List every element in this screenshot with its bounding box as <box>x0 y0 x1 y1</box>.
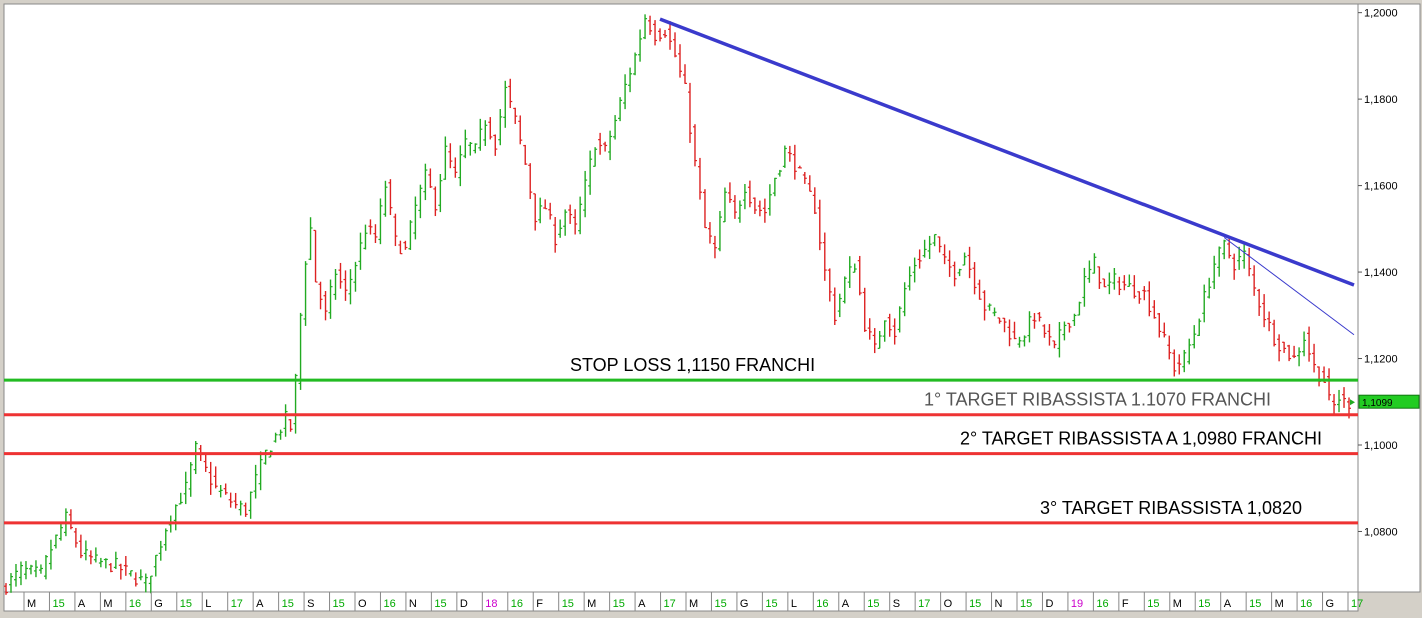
level-label: 1° TARGET RIBASSISTA 1.1070 FRANCHI <box>924 390 1271 410</box>
x-tick-label: 15 <box>1020 598 1032 610</box>
x-tick-label: A <box>78 598 86 610</box>
y-tick-label: 1,1000 <box>1364 440 1398 452</box>
x-tick-label: G <box>1326 598 1335 610</box>
y-tick-label: 1,2000 <box>1364 8 1398 20</box>
x-tick-label: 16 <box>129 598 141 610</box>
x-tick-label: A <box>842 598 850 610</box>
level-label: 3° TARGET RIBASSISTA 1,0820 <box>1040 498 1302 518</box>
x-tick-label: A <box>256 598 264 610</box>
x-tick-label: 15 <box>613 598 625 610</box>
x-tick-label: M <box>1275 598 1284 610</box>
x-tick-label: 15 <box>765 598 777 610</box>
current-price-box <box>1358 394 1420 409</box>
current-price-arrow <box>1350 399 1355 406</box>
x-tick-label: 16 <box>511 598 523 610</box>
x-tick-label: 15 <box>434 598 446 610</box>
x-tick-label: 17 <box>1351 598 1363 610</box>
level-lines: STOP LOSS 1,1150 FRANCHI 1° TARGET RIBASS… <box>4 355 1358 525</box>
x-tick-label: 15 <box>867 598 879 610</box>
x-tick-label: 15 <box>282 598 294 610</box>
x-tick-label: N <box>409 598 417 610</box>
level-label: 2° TARGET RIBASSISTA A 1,0980 FRANCHI <box>960 429 1322 449</box>
x-tick-label: 15 <box>562 598 574 610</box>
y-tick-label: 1,0800 <box>1364 526 1398 538</box>
x-tick-label: D <box>460 598 468 610</box>
x-tick-label: S <box>893 598 900 610</box>
x-tick-label: F <box>536 598 543 610</box>
y-tick-label: 1,1200 <box>1364 354 1398 366</box>
price-axis-panel <box>1357 3 1421 593</box>
x-tick-label: M <box>27 598 36 610</box>
x-tick-label: L <box>205 598 211 610</box>
x-tick-label: 19 <box>1071 598 1083 610</box>
date-axis-panel <box>3 591 1359 612</box>
x-tick-label: 16 <box>1300 598 1312 610</box>
x-tick-label: 15 <box>1249 598 1261 610</box>
y-tick-label: 1,1600 <box>1364 181 1398 193</box>
x-tick-label: F <box>1122 598 1129 610</box>
x-tick-label: A <box>1224 598 1232 610</box>
x-tick-label: 15 <box>1198 598 1210 610</box>
x-tick-label: 16 <box>1096 598 1108 610</box>
x-tick-label: S <box>307 598 314 610</box>
y-tick-label: 1,1400 <box>1364 267 1398 279</box>
x-tick-label: 15 <box>1147 598 1159 610</box>
trendline <box>659 17 1355 287</box>
x-tick-label: N <box>995 598 1003 610</box>
x-tick-label: O <box>944 598 953 610</box>
current-price-label: 1,1099 <box>1362 398 1393 409</box>
x-tick-label: 16 <box>816 598 828 610</box>
x-tick-label: M <box>103 598 112 610</box>
x-tick-label: 15 <box>714 598 726 610</box>
x-tick-label: 15 <box>52 598 64 610</box>
x-tick-label: 15 <box>333 598 345 610</box>
x-tick-label: D <box>1045 598 1053 610</box>
x-tick-label: G <box>154 598 163 610</box>
candles <box>4 14 1352 595</box>
x-tick-label: 17 <box>231 598 243 610</box>
plot-area <box>3 3 1359 593</box>
x-tick-label: 16 <box>383 598 395 610</box>
x-tick-label: O <box>358 598 367 610</box>
x-tick-label: 15 <box>969 598 981 610</box>
x-tick-label: G <box>740 598 749 610</box>
trendline <box>1223 237 1355 336</box>
x-tick-label: M <box>689 598 698 610</box>
y-tick-label: 1,1800 <box>1364 94 1398 106</box>
x-tick-label: M <box>1173 598 1182 610</box>
x-tick-label: A <box>638 598 646 610</box>
x-tick-label: L <box>791 598 797 610</box>
x-tick-label: 17 <box>918 598 930 610</box>
x-tick-label: 18 <box>485 598 497 610</box>
x-tick-label: M <box>587 598 596 610</box>
x-tick-label: 15 <box>180 598 192 610</box>
x-tick-label: 17 <box>664 598 676 610</box>
level-label: STOP LOSS 1,1150 FRANCHI <box>570 355 815 375</box>
